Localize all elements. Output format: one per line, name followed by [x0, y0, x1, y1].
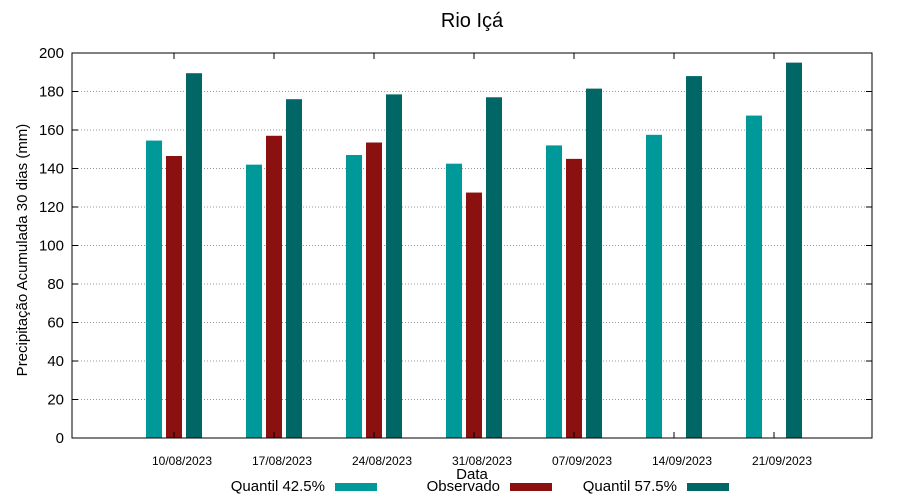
- legend-label: Quantil 42.5%: [231, 478, 325, 495]
- bar-quantil-57-5--3: [486, 97, 502, 439]
- y-tick-label: 60: [47, 315, 64, 332]
- y-axis-label: Precipitação Acumulada 30 dias (mm): [14, 124, 31, 377]
- bar-quantil-57-5--0: [186, 73, 202, 439]
- y-tick-label: 40: [47, 353, 64, 370]
- bar-observado-4: [566, 158, 582, 438]
- bar-quantil-57-5--4: [586, 88, 602, 439]
- bars: [146, 62, 802, 439]
- y-tick-label: 100: [39, 238, 64, 255]
- bar-quantil-42-5--4: [546, 145, 562, 438]
- y-axis-ticks: 0 20 40 60 80 100 120 140 160 180 200: [39, 45, 872, 447]
- bar-quantil-42-5--2: [346, 155, 362, 438]
- bar-observado-0: [166, 155, 182, 439]
- legend-swatch: [510, 483, 552, 491]
- legend-swatch: [335, 483, 377, 491]
- bar-quantil-57-5--5: [686, 76, 702, 438]
- x-tick-label: 14/09/2023: [652, 454, 712, 468]
- x-tick-label: 24/08/2023: [352, 454, 412, 468]
- bar-observado-1: [266, 135, 282, 438]
- x-tick-label: 21/09/2023: [752, 454, 812, 468]
- bar-quantil-42-5--6: [746, 115, 762, 438]
- bar-quantil-42-5--5: [646, 134, 662, 438]
- bar-quantil-57-5--1: [286, 99, 302, 438]
- y-tick-label: 200: [39, 45, 64, 62]
- bar-quantil-57-5--2: [386, 94, 402, 438]
- y-tick-label: 80: [47, 276, 64, 293]
- legend-swatch: [687, 483, 729, 491]
- x-tick-label: 17/08/2023: [252, 454, 312, 468]
- x-axis-ticks: 10/08/2023 17/08/2023 24/08/2023 31/08/2023…: [152, 53, 812, 468]
- legend-label: Observado: [427, 478, 500, 495]
- legend: Quantil 42.5% Observado Quantil 57.5%: [231, 478, 729, 495]
- y-tick-label: 140: [39, 161, 64, 178]
- legend-label: Quantil 57.5%: [583, 478, 677, 495]
- y-tick-label: 180: [39, 84, 64, 101]
- x-tick-label: 07/09/2023: [552, 454, 612, 468]
- y-tick-label: 0: [56, 430, 64, 447]
- y-tick-label: 160: [39, 122, 64, 139]
- bar-observado-2: [366, 142, 382, 438]
- bar-observado-3: [466, 192, 482, 438]
- y-tick-label: 120: [39, 199, 64, 216]
- chart-title: Rio Içá: [441, 10, 504, 32]
- x-axis-label: Data: [456, 466, 488, 483]
- y-tick-label: 20: [47, 392, 64, 409]
- x-tick-label: 31/08/2023: [452, 454, 512, 468]
- bar-quantil-42-5--0: [146, 140, 162, 438]
- bar-quantil-57-5--6: [786, 62, 802, 438]
- bar-quantil-42-5--3: [446, 163, 462, 438]
- bar-quantil-42-5--1: [246, 164, 262, 438]
- x-tick-label: 10/08/2023: [152, 454, 212, 468]
